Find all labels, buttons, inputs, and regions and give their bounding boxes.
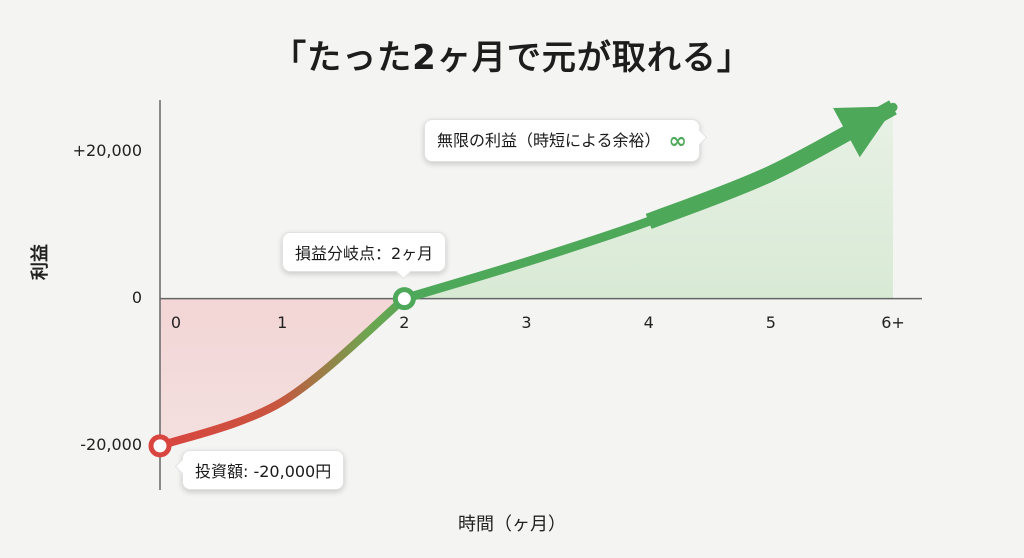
loss-area <box>160 298 405 446</box>
investment-callout: 投資額: -20,000円 <box>174 450 345 490</box>
x-tick-label: 5 <box>765 312 776 332</box>
y-tick-label: -20,000 <box>80 434 142 454</box>
x-tick-label: 3 <box>521 312 532 332</box>
investment-point <box>148 434 172 458</box>
y-tick-label: +20,000 <box>72 140 142 160</box>
investment-label: 投資額: -20,000円 <box>195 462 332 481</box>
breakeven-callout: 損益分岐点：2ヶ月 <box>282 232 447 280</box>
infinite-profit-label: 無限の利益（時短による余裕） <box>437 131 661 150</box>
breakeven-point <box>392 287 416 311</box>
breakeven-label: 損益分岐点：2ヶ月 <box>295 244 434 263</box>
x-tick-label: 4 <box>643 312 654 332</box>
y-axis-label: 利益 <box>30 244 51 280</box>
infinite-profit-callout: 無限の利益（時短による余裕） ∞ <box>424 119 708 162</box>
x-tick-label: 0 <box>170 312 182 332</box>
profit-area <box>404 107 893 299</box>
arrowhead <box>833 106 895 158</box>
x-axis-label: 時間（ヶ月） <box>458 514 566 535</box>
y-tick-label: 0 <box>131 287 142 307</box>
infinity-icon: ∞ <box>668 129 687 154</box>
x-tick-label: 2 <box>399 312 410 332</box>
x-tick-label: 6+ <box>881 312 905 332</box>
loss-series-line <box>156 294 409 450</box>
chart-title: 「たった2ヶ月で元が取れる」 <box>272 38 752 78</box>
x-tick-label: 1 <box>277 312 288 332</box>
